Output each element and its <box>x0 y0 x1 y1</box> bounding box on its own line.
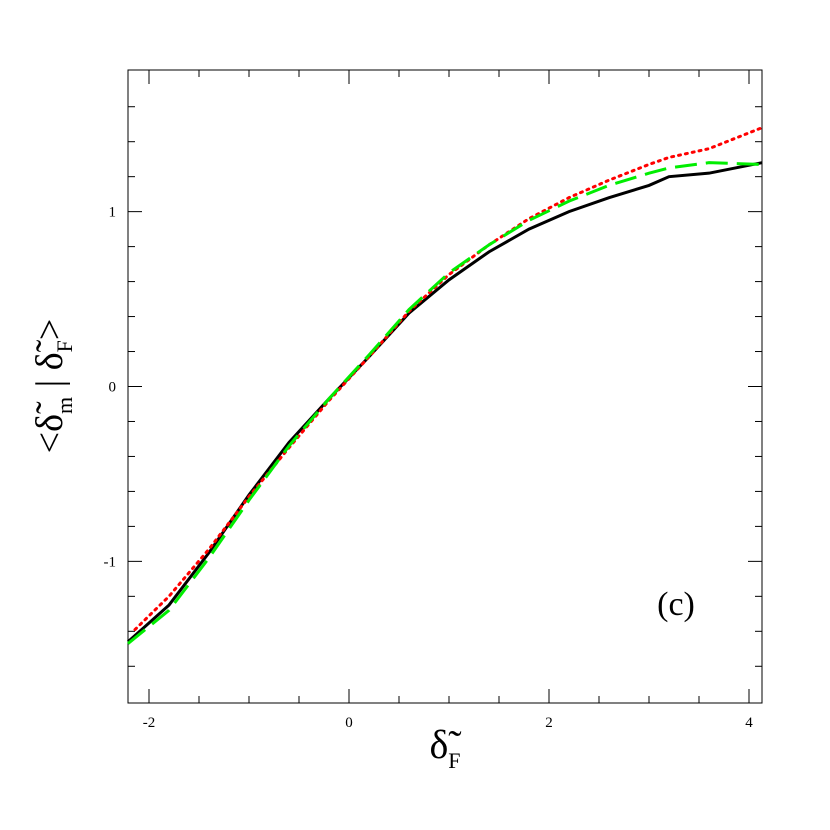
x-tick-label: 0 <box>345 715 353 731</box>
x-tick-label: 2 <box>545 715 553 731</box>
y-label-sub: F <box>52 340 77 352</box>
annotation: (c) <box>657 586 695 623</box>
x-axis-label: δ̃F <box>429 722 462 773</box>
y-axis-label: <δ̃m | δ̃F> <box>29 319 77 454</box>
y-tick-label: -1 <box>104 554 117 570</box>
series-line <box>126 161 763 643</box>
series-line <box>127 161 763 645</box>
y-label-sub: m <box>52 397 77 414</box>
x-tick-label: -2 <box>143 715 156 731</box>
x-tick-label: 4 <box>745 715 753 731</box>
y-tick-label: 0 <box>109 380 117 396</box>
y-tick-label: 1 <box>109 205 117 221</box>
x-label-sub: F <box>448 748 460 773</box>
series-line <box>133 126 764 632</box>
y-label-part: > <box>29 319 71 340</box>
